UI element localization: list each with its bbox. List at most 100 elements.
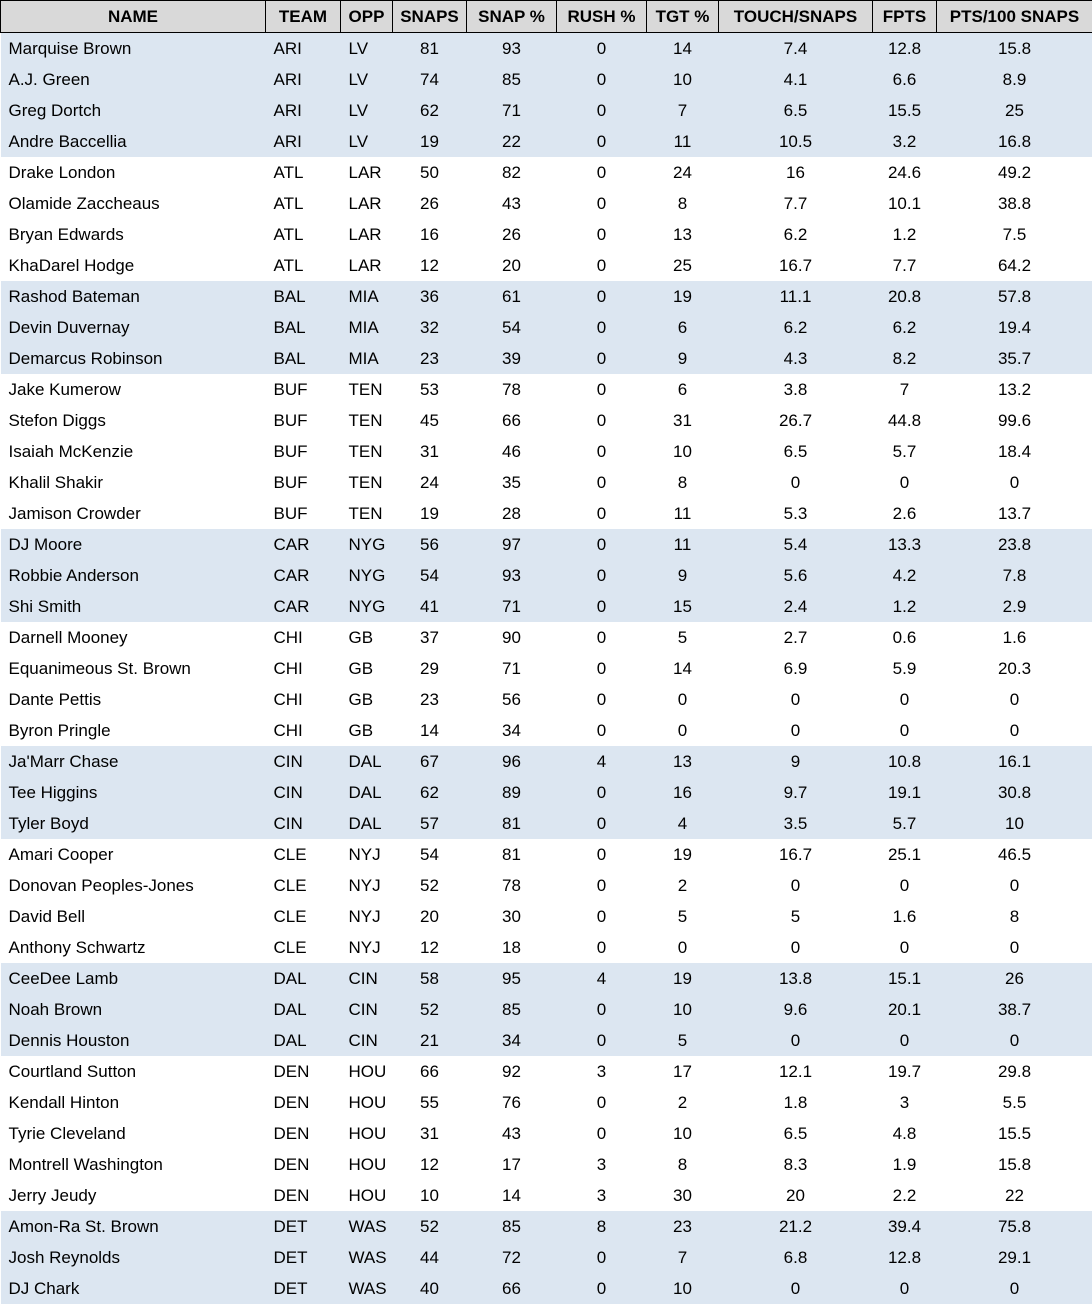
cell-pts_per_100_snaps[interactable]: 0 <box>1009 720 1020 740</box>
cell-touch_per_snaps[interactable]: 12.1 <box>778 1061 813 1081</box>
cell-snap_pct[interactable]: 61 <box>502 286 521 306</box>
cell-opp[interactable]: LAR <box>348 162 382 182</box>
cell-rush_pct[interactable]: 0 <box>596 193 607 213</box>
cell-pts_per_100_snaps[interactable]: 0 <box>1009 472 1020 492</box>
cell-snaps[interactable]: 16 <box>420 224 439 244</box>
cell-snap_pct[interactable]: 92 <box>502 1061 521 1081</box>
cell-touch_per_snaps[interactable]: 1.8 <box>783 1092 808 1112</box>
cell-fpts[interactable]: 3 <box>899 1092 910 1112</box>
cell-tgt_pct[interactable]: 16 <box>673 782 692 802</box>
cell-team[interactable]: CLE <box>273 844 307 864</box>
cell-name[interactable]: Drake London <box>8 162 116 182</box>
cell-rush_pct[interactable]: 0 <box>596 348 607 368</box>
cell-fpts[interactable]: 1.2 <box>892 596 917 616</box>
cell-snap_pct[interactable]: 66 <box>502 1278 521 1298</box>
cell-touch_per_snaps[interactable]: 6.8 <box>783 1247 808 1267</box>
cell-tgt_pct[interactable]: 10 <box>673 999 692 1019</box>
cell-tgt_pct[interactable]: 7 <box>677 1247 688 1267</box>
cell-pts_per_100_snaps[interactable]: 15.8 <box>997 1154 1032 1174</box>
cell-pts_per_100_snaps[interactable]: 75.8 <box>997 1216 1032 1236</box>
cell-pts_per_100_snaps[interactable]: 1.6 <box>1002 627 1027 647</box>
cell-snaps[interactable]: 23 <box>420 689 439 709</box>
cell-tgt_pct[interactable]: 2 <box>677 1092 688 1112</box>
cell-touch_per_snaps[interactable]: 9.7 <box>783 782 808 802</box>
cell-touch_per_snaps[interactable]: 16 <box>786 162 805 182</box>
cell-name[interactable]: Amon-Ra St. Brown <box>8 1216 159 1236</box>
cell-snap_pct[interactable]: 71 <box>502 658 521 678</box>
cell-snaps[interactable]: 50 <box>420 162 439 182</box>
cell-tgt_pct[interactable]: 11 <box>673 131 692 151</box>
cell-fpts[interactable]: 0 <box>899 1278 910 1298</box>
cell-name[interactable]: A.J. Green <box>8 69 90 89</box>
cell-snap_pct[interactable]: 39 <box>502 348 521 368</box>
cell-snap_pct[interactable]: 85 <box>502 69 521 89</box>
cell-snaps[interactable]: 19 <box>420 503 439 523</box>
cell-opp[interactable]: HOU <box>348 1154 387 1174</box>
cell-fpts[interactable]: 12.8 <box>887 1247 922 1267</box>
cell-tgt_pct[interactable]: 23 <box>673 1216 692 1236</box>
cell-rush_pct[interactable]: 0 <box>596 69 607 89</box>
cell-name[interactable]: Demarcus Robinson <box>8 348 163 368</box>
cell-team[interactable]: CHI <box>273 720 303 740</box>
cell-fpts[interactable]: 4.8 <box>892 1123 917 1143</box>
cell-fpts[interactable]: 20.1 <box>887 999 922 1019</box>
cell-name[interactable]: CeeDee Lamb <box>8 968 119 988</box>
cell-opp[interactable]: TEN <box>348 379 383 399</box>
cell-touch_per_snaps[interactable]: 6.2 <box>783 224 808 244</box>
cell-rush_pct[interactable]: 0 <box>596 875 607 895</box>
cell-fpts[interactable]: 5.9 <box>892 658 917 678</box>
cell-snaps[interactable]: 44 <box>420 1247 439 1267</box>
cell-opp[interactable]: CIN <box>348 968 378 988</box>
cell-touch_per_snaps[interactable]: 20 <box>786 1185 805 1205</box>
cell-tgt_pct[interactable]: 9 <box>677 565 688 585</box>
cell-opp[interactable]: WAS <box>348 1247 387 1267</box>
cell-rush_pct[interactable]: 0 <box>596 1247 607 1267</box>
cell-fpts[interactable]: 1.9 <box>892 1154 917 1174</box>
cell-touch_per_snaps[interactable]: 6.5 <box>783 441 808 461</box>
column-header-snaps[interactable]: SNAPS <box>392 0 467 33</box>
cell-rush_pct[interactable]: 0 <box>596 38 607 58</box>
cell-rush_pct[interactable]: 0 <box>596 224 607 244</box>
cell-team[interactable]: DET <box>273 1247 308 1267</box>
cell-snaps[interactable]: 37 <box>420 627 439 647</box>
cell-pts_per_100_snaps[interactable]: 7.8 <box>1002 565 1027 585</box>
cell-tgt_pct[interactable]: 8 <box>677 1154 688 1174</box>
cell-team[interactable]: ARI <box>273 100 302 120</box>
cell-touch_per_snaps[interactable]: 0 <box>790 875 801 895</box>
cell-tgt_pct[interactable]: 11 <box>673 503 692 523</box>
cell-fpts[interactable]: 24.6 <box>887 162 922 182</box>
cell-touch_per_snaps[interactable]: 0 <box>790 1030 801 1050</box>
cell-fpts[interactable]: 44.8 <box>887 410 922 430</box>
cell-opp[interactable]: CIN <box>348 999 378 1019</box>
cell-snap_pct[interactable]: 81 <box>502 813 521 833</box>
cell-pts_per_100_snaps[interactable]: 13.2 <box>997 379 1032 399</box>
cell-fpts[interactable]: 13.3 <box>887 534 922 554</box>
cell-snap_pct[interactable]: 20 <box>502 255 521 275</box>
cell-tgt_pct[interactable]: 19 <box>673 968 692 988</box>
cell-team[interactable]: DAL <box>273 999 307 1019</box>
cell-opp[interactable]: DAL <box>348 813 382 833</box>
cell-name[interactable]: DJ Moore <box>8 534 83 554</box>
cell-snap_pct[interactable]: 76 <box>502 1092 521 1112</box>
cell-snaps[interactable]: 58 <box>420 968 439 988</box>
cell-pts_per_100_snaps[interactable]: 2.9 <box>1002 596 1027 616</box>
cell-snap_pct[interactable]: 85 <box>502 999 521 1019</box>
cell-name[interactable]: Montrell Washington <box>8 1154 163 1174</box>
cell-name[interactable]: Jerry Jeudy <box>8 1185 97 1205</box>
cell-snaps[interactable]: 52 <box>420 999 439 1019</box>
cell-team[interactable]: ATL <box>273 162 304 182</box>
cell-opp[interactable]: MIA <box>348 348 379 368</box>
cell-rush_pct[interactable]: 0 <box>596 472 607 492</box>
cell-snaps[interactable]: 26 <box>420 193 439 213</box>
cell-tgt_pct[interactable]: 8 <box>677 193 688 213</box>
cell-touch_per_snaps[interactable]: 5.4 <box>783 534 808 554</box>
cell-name[interactable]: Anthony Schwartz <box>8 937 146 957</box>
cell-pts_per_100_snaps[interactable]: 38.8 <box>997 193 1032 213</box>
cell-opp[interactable]: HOU <box>348 1123 387 1143</box>
cell-snap_pct[interactable]: 78 <box>502 875 521 895</box>
cell-snap_pct[interactable]: 93 <box>502 565 521 585</box>
cell-rush_pct[interactable]: 0 <box>596 937 607 957</box>
cell-snap_pct[interactable]: 14 <box>502 1185 521 1205</box>
cell-opp[interactable]: NYG <box>348 565 386 585</box>
cell-tgt_pct[interactable]: 10 <box>673 1278 692 1298</box>
